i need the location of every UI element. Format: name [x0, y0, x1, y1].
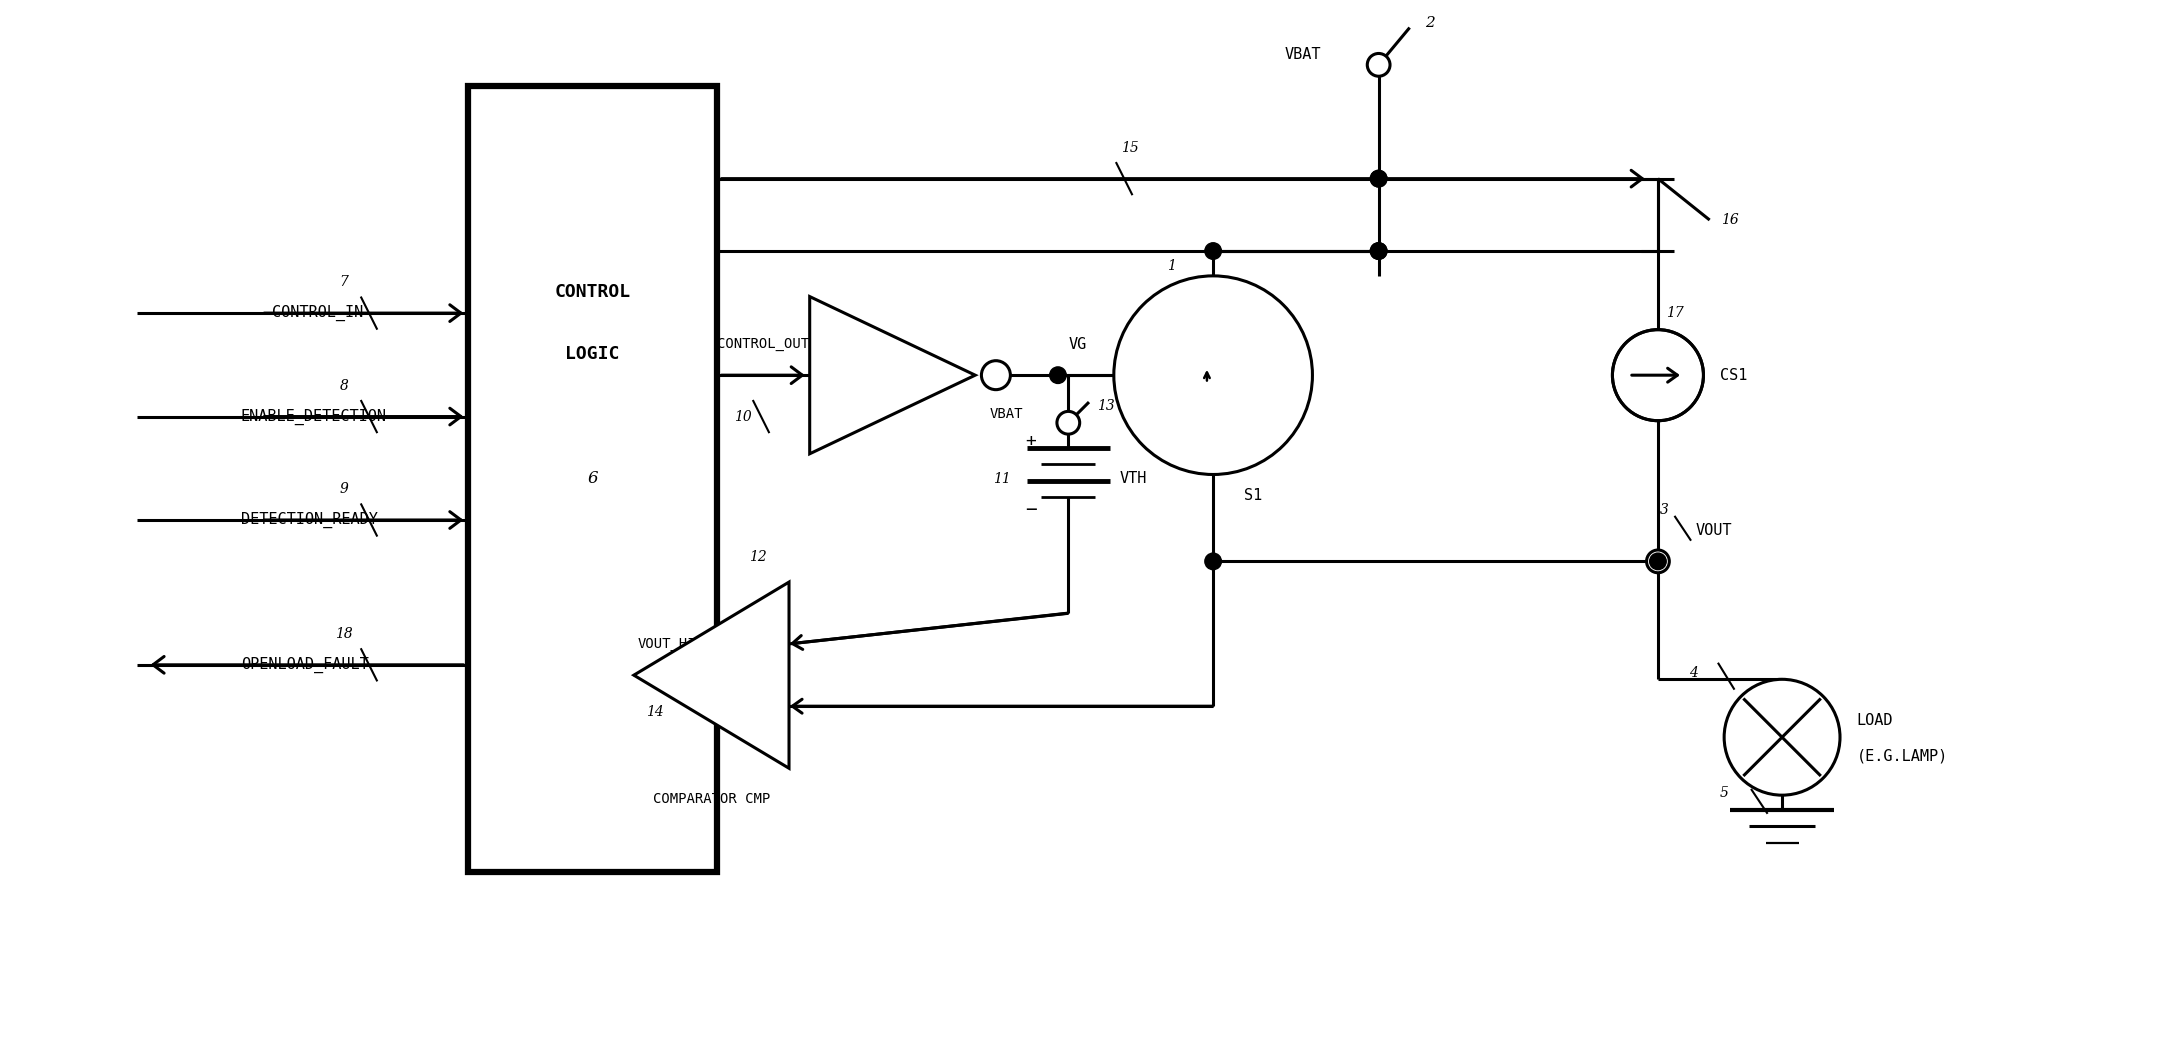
- Text: +: +: [751, 703, 764, 722]
- Text: 13: 13: [1098, 399, 1115, 413]
- Text: 9: 9: [340, 482, 348, 496]
- Text: −: −: [1026, 500, 1037, 519]
- Circle shape: [1113, 276, 1313, 474]
- Text: 18: 18: [335, 627, 353, 641]
- Text: VOUT: VOUT: [1694, 523, 1732, 538]
- Text: 2: 2: [1424, 17, 1435, 30]
- Circle shape: [1370, 242, 1387, 259]
- Text: ENABLE_DETECTION: ENABLE_DETECTION: [242, 409, 388, 424]
- Circle shape: [982, 361, 1011, 390]
- Circle shape: [1050, 367, 1067, 384]
- Text: CONTROL_IN: CONTROL_IN: [272, 305, 364, 321]
- Text: VTH: VTH: [1119, 471, 1148, 486]
- Text: CONTROL_OUT: CONTROL_OUT: [717, 337, 810, 352]
- Text: 11: 11: [993, 471, 1011, 486]
- Text: −: −: [751, 628, 764, 648]
- Text: VOUT_HIGH: VOUT_HIGH: [638, 638, 712, 651]
- Text: OPENLOAD_FAULT: OPENLOAD_FAULT: [242, 656, 368, 673]
- Text: 5: 5: [1721, 786, 1729, 800]
- FancyBboxPatch shape: [468, 85, 717, 872]
- Text: (E.G.LAMP): (E.G.LAMP): [1856, 749, 1947, 763]
- Text: CONTROL: CONTROL: [555, 284, 629, 302]
- Circle shape: [1204, 553, 1222, 570]
- Circle shape: [1725, 679, 1840, 796]
- Text: 10: 10: [734, 410, 751, 423]
- Text: 14: 14: [645, 705, 664, 720]
- Circle shape: [1370, 171, 1387, 187]
- Text: VG: VG: [1069, 337, 1087, 352]
- Text: 4: 4: [1688, 666, 1697, 680]
- Text: VBAT: VBAT: [989, 408, 1024, 421]
- Circle shape: [1649, 553, 1666, 570]
- Text: 1: 1: [1167, 259, 1176, 272]
- Text: LOAD: LOAD: [1856, 713, 1893, 728]
- Text: COMPARATOR CMP: COMPARATOR CMP: [653, 792, 771, 806]
- Text: DRV1: DRV1: [886, 347, 919, 362]
- Text: 12: 12: [749, 550, 767, 565]
- Polygon shape: [810, 296, 976, 453]
- Circle shape: [1368, 53, 1390, 76]
- Text: 17: 17: [1666, 306, 1684, 320]
- Circle shape: [1056, 412, 1080, 434]
- Circle shape: [1612, 330, 1703, 421]
- Text: 8: 8: [340, 379, 348, 392]
- Text: +: +: [1026, 433, 1037, 450]
- Text: 3: 3: [1660, 502, 1668, 517]
- Circle shape: [1370, 171, 1387, 187]
- Circle shape: [1647, 550, 1668, 573]
- Polygon shape: [634, 582, 788, 769]
- Text: 6: 6: [588, 470, 597, 487]
- Text: LOGIC: LOGIC: [566, 345, 621, 364]
- Circle shape: [1204, 242, 1222, 259]
- Text: VBAT: VBAT: [1285, 47, 1320, 62]
- Text: 7: 7: [340, 275, 348, 289]
- Text: DETECTION_READY: DETECTION_READY: [242, 512, 377, 528]
- Text: CS1: CS1: [1721, 368, 1747, 383]
- Text: 15: 15: [1122, 140, 1139, 155]
- Text: 16: 16: [1721, 213, 1740, 227]
- Text: S1: S1: [1244, 488, 1263, 502]
- Circle shape: [1370, 242, 1387, 259]
